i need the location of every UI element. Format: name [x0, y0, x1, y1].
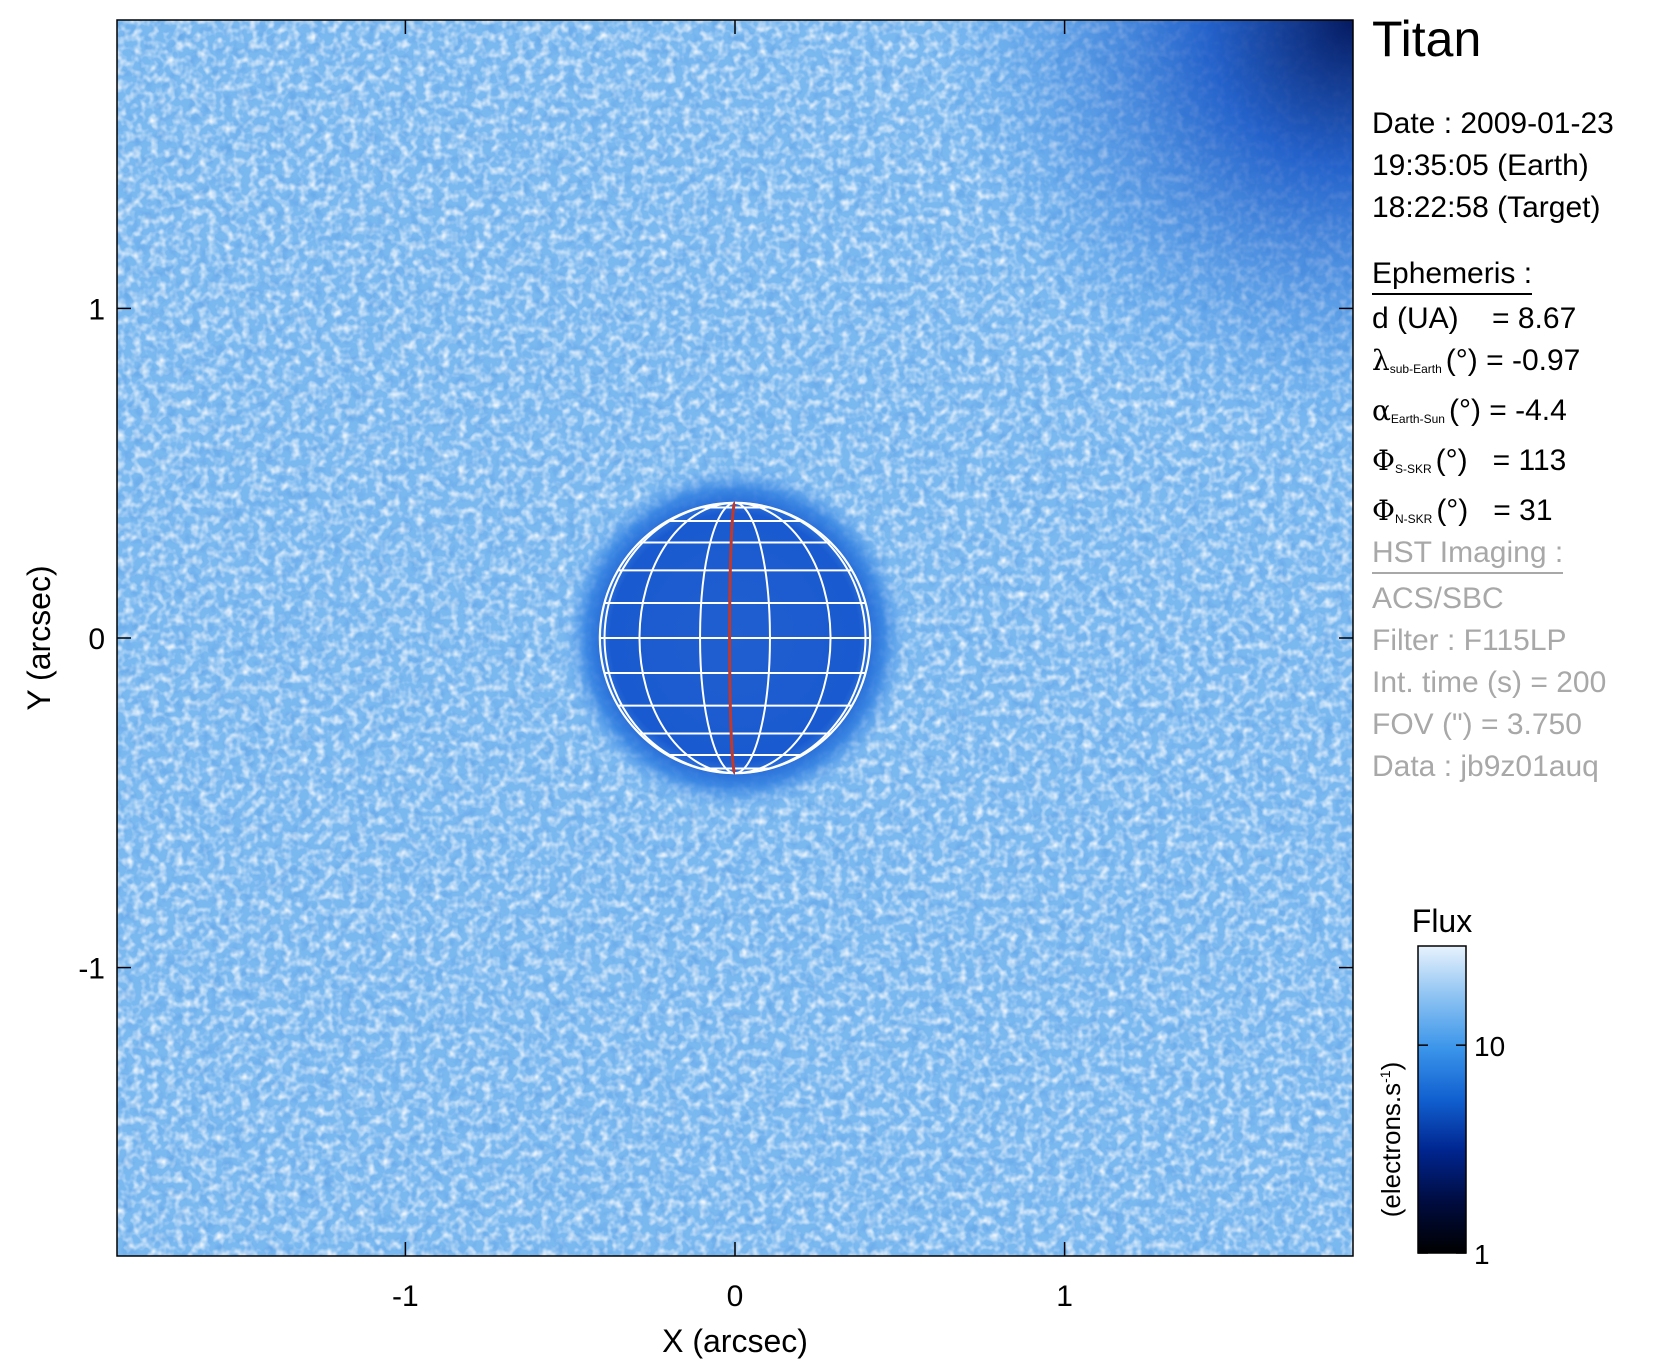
longitude-line [734, 501, 832, 775]
titan-disk-grid [598, 501, 872, 775]
colorbar-tick-label: 10 [1474, 1031, 1505, 1062]
ephemeris-subscript: S-SKR [1394, 462, 1432, 476]
ephemeris-value: (°) = -4.4 [1448, 394, 1567, 427]
central-meridian [728, 501, 737, 775]
y-axis-label: Y (arcsec) [21, 565, 57, 710]
y-tick-label: 1 [88, 293, 105, 326]
colorbar-ticks: 10 1 [1418, 1031, 1505, 1270]
ephemeris-symbol: λ [1372, 344, 1390, 377]
ephemeris-value: (°) = 31 [1436, 494, 1553, 527]
filter-line: Filter : F115LP [1372, 624, 1567, 657]
ephemeris-symbol: Φ [1372, 444, 1395, 477]
hst-imaging-heading: HST Imaging : [1372, 536, 1564, 574]
corner-dark-region [933, 20, 1353, 440]
colorbar-label: (electrons.s-1) [1376, 1062, 1406, 1218]
colorbar: Flux 10 1 (electrons.s-1) [1376, 903, 1505, 1270]
x-axis-label: X (arcsec) [662, 1323, 808, 1359]
target-time-line: 18:22:58 (Target) [1372, 191, 1601, 224]
ephemeris-row: λsub-Earth (°) = -0.97 [1372, 340, 1580, 390]
longitude-line [734, 501, 867, 775]
ephemeris-subscript: sub-Earth [1389, 362, 1442, 376]
ephemeris-list: d (UA) = 8.67 λsub-Earth (°) = -0.97 αEarth… [1372, 298, 1580, 540]
x-tick-label: -1 [392, 1280, 419, 1313]
ephemeris-value: (°) = 113 [1435, 444, 1567, 477]
date-line: Date : 2009-01-23 [1372, 107, 1614, 140]
ephemeris-subscript: N-SKR [1394, 512, 1433, 526]
longitude-line [603, 501, 736, 775]
longitude-line [699, 501, 736, 775]
longitude-line [638, 501, 736, 775]
ephemeris-heading: Ephemeris : [1372, 257, 1533, 295]
chart-title: Titan [1372, 11, 1482, 67]
ephemeris-subscript: Earth-Sun [1390, 412, 1445, 426]
instrument-line: ACS/SBC [1372, 582, 1504, 615]
ephemeris-row: ΦN-SKR (°) = 31 [1372, 490, 1580, 540]
hst-info: ACS/SBC Filter : F115LP Int. time (s) = … [1372, 578, 1606, 788]
ephemeris-symbol: Φ [1372, 494, 1395, 527]
data-id-line: Data : jb9z01auq [1372, 750, 1599, 783]
integration-time-line: Int. time (s) = 200 [1372, 666, 1607, 699]
ephemeris-row: αEarth-Sun (°) = -4.4 [1372, 390, 1580, 440]
colorbar-gradient [1417, 945, 1467, 1254]
date-block: Date : 2009-01-23 19:35:05 (Earth) 18:22… [1372, 103, 1614, 229]
x-tick-label: 0 [727, 1280, 744, 1313]
fov-line: FOV (") = 3.750 [1372, 708, 1582, 741]
ephemeris-row: ΦS-SKR (°) = 113 [1372, 440, 1580, 490]
earth-time-line: 19:35:05 (Earth) [1372, 149, 1589, 182]
y-tick-label: 0 [88, 623, 105, 656]
x-tick-label: 1 [1056, 1280, 1073, 1313]
ephemeris-value: (°) = -0.97 [1445, 344, 1581, 377]
ephemeris-symbol: α [1372, 394, 1391, 427]
colorbar-title: Flux [1412, 903, 1472, 939]
axes: -1 0 1 1 0 -1 [78, 20, 1353, 1313]
ephemeris-value: d (UA) = 8.67 [1372, 302, 1577, 335]
longitude-line [734, 501, 771, 775]
ephemeris-row: d (UA) = 8.67 [1372, 298, 1580, 340]
y-tick-label: -1 [78, 953, 105, 986]
colorbar-tick-label: 1 [1474, 1239, 1490, 1270]
